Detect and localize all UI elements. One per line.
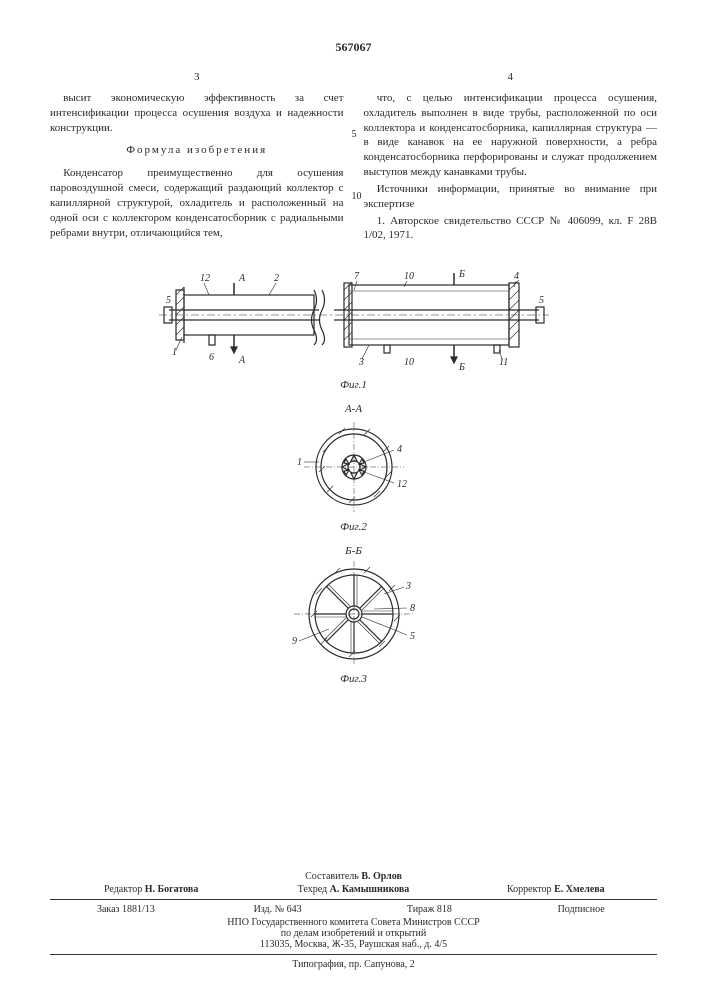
fig2-label-1: 1 <box>297 457 302 468</box>
col-num-right: 4 <box>364 70 658 85</box>
footer-org1: НПО Государственного комитета Совета Мин… <box>50 917 657 928</box>
fig1-label-B-bot: Б <box>458 362 465 373</box>
footer-org2: по делам изобретений и открытий <box>50 928 657 939</box>
left-para-1: высит экономическую эффективность за сче… <box>50 91 344 136</box>
fig3-label-9: 9 <box>292 636 297 647</box>
document-number: 567067 <box>50 40 657 55</box>
figure-3: 3 8 5 9 <box>274 559 434 669</box>
fig1-label-A-top: А <box>238 273 246 284</box>
figures-block: 12 А 2 7 10 Б 4 5 5 1 6 А 3 10 Б 11 <box>50 265 657 685</box>
fig3-caption: Фиг.3 <box>50 673 657 685</box>
col-num-left: 3 <box>50 70 344 85</box>
footer-order: Заказ 1881/13 Изд. № 643 Тираж 818 Подпи… <box>50 904 657 915</box>
fig3-label-8: 8 <box>410 603 415 614</box>
column-left: 3 высит экономическую эффективность за с… <box>50 70 344 245</box>
right-para-2: Источники информации, принятые во вниман… <box>364 182 658 212</box>
footer-composer: Составитель В. Орлов <box>50 871 657 882</box>
text-columns: 3 высит экономическую эффективность за с… <box>50 70 657 245</box>
fig2-label-4: 4 <box>397 444 402 455</box>
footer-addr: 113035, Москва, Ж-35, Раушская наб., д. … <box>50 939 657 950</box>
footer: Составитель В. Орлов Редактор Н. Богатов… <box>50 871 657 970</box>
formula-heading: Формула изобретения <box>50 143 344 158</box>
right-para-3: 1. Авторское свидетельство СССР № 406099… <box>364 214 658 244</box>
line-marker-5: 5 <box>352 128 357 142</box>
fig1-label-A-bot: А <box>238 355 246 366</box>
figure-1: 12 А 2 7 10 Б 4 5 5 1 6 А 3 10 Б 11 <box>154 265 554 375</box>
fig1-label-3: 3 <box>358 357 364 368</box>
fig1-label-2: 2 <box>274 273 279 284</box>
fig3-label-3: 3 <box>405 581 411 592</box>
fig1-caption: Фиг.1 <box>50 379 657 391</box>
fig1-label-B-top: Б <box>458 269 465 280</box>
fig1-label-4: 4 <box>514 271 519 282</box>
fig1-label-1: 1 <box>172 347 177 358</box>
fig3-label-5: 5 <box>410 631 415 642</box>
fig1-label-10-top: 10 <box>404 271 414 282</box>
figure-2: 1 4 12 <box>279 417 429 517</box>
footer-typography: Типография, пр. Сапунова, 2 <box>50 959 657 970</box>
fig1-label-5-left: 5 <box>166 295 171 306</box>
fig1-label-5-right: 5 <box>539 295 544 306</box>
fig2-section-label: А-А <box>50 403 657 415</box>
column-right: 4 5 10 что, с целью интенсификации проце… <box>364 70 658 245</box>
line-marker-10: 10 <box>352 190 362 204</box>
fig2-caption: Фиг.2 <box>50 521 657 533</box>
right-para-1: что, с целью интенсификации процесса осу… <box>364 91 658 180</box>
fig1-label-7: 7 <box>354 271 360 282</box>
left-para-2: Конденсатор преимущественно для осушения… <box>50 166 344 240</box>
footer-credits: Редактор Н. Богатова Техред А. Камышнико… <box>50 884 657 895</box>
fig3-section-label: Б-Б <box>50 545 657 557</box>
fig2-label-12: 12 <box>397 479 407 490</box>
fig1-label-11: 11 <box>499 357 508 368</box>
fig1-label-10-bot: 10 <box>404 357 414 368</box>
fig1-label-12: 12 <box>200 273 210 284</box>
fig1-label-6: 6 <box>209 352 214 363</box>
